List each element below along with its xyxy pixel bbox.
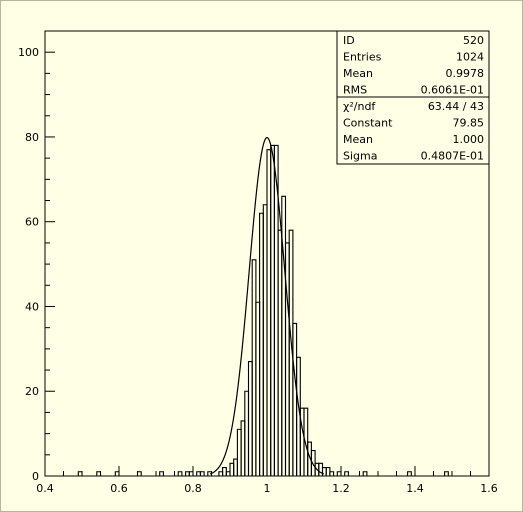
histogram-bin	[344, 471, 349, 476]
y-tick-label: 80	[25, 131, 39, 144]
histogram-bin	[444, 471, 449, 476]
stats-row-label: ID	[343, 34, 355, 47]
x-tick-label: 1	[264, 482, 271, 495]
histogram-bin	[229, 462, 235, 476]
fit-stats-row-label: Sigma	[343, 150, 377, 163]
histogram-bin	[236, 428, 242, 476]
histogram-bin	[325, 466, 331, 476]
y-tick-label: 20	[25, 385, 39, 398]
x-tick-label: 1.4	[406, 482, 424, 495]
fit-stats-row-value: 1.000	[453, 133, 485, 146]
histogram-bin	[240, 420, 246, 476]
x-tick-label: 0.6	[110, 482, 128, 495]
histogram-bin	[284, 242, 290, 476]
fit-stats-row-label: χ²/ndf	[343, 100, 376, 113]
stats-row-label: Entries	[343, 51, 382, 64]
x-tick-label: 1.2	[332, 482, 350, 495]
y-tick-label: 0	[32, 470, 39, 483]
histogram-bin	[199, 471, 205, 476]
histogram-bars	[77, 144, 449, 476]
histogram-bin	[185, 471, 190, 476]
histogram-bin	[292, 322, 298, 476]
histogram-bin	[225, 471, 231, 476]
histogram-bin	[96, 471, 102, 476]
histogram-bin	[114, 471, 120, 476]
fit-stats-row-label: Mean	[343, 133, 373, 146]
stats-row-value: 0.6061E-01	[421, 84, 484, 97]
histogram-bin	[244, 390, 250, 476]
y-tick-label: 40	[25, 300, 39, 313]
y-tick-label: 100	[18, 46, 39, 59]
x-tick-label: 0.8	[184, 482, 202, 495]
x-tick-label: 1.6	[480, 482, 498, 495]
stats-row-value: 1024	[456, 51, 484, 64]
histogram-bin	[262, 204, 268, 476]
stats-row-label: Mean	[343, 67, 373, 80]
fit-stats-row-value: 0.4807E-01	[421, 150, 484, 163]
x-tick-label: 0.4	[36, 482, 54, 495]
fit-stats-row-value: 63.44 / 43	[428, 100, 484, 113]
stats-row-value: 520	[463, 34, 484, 47]
histogram-bin	[277, 229, 283, 476]
histogram-bin	[266, 149, 272, 476]
histogram-bin	[329, 471, 335, 476]
stats-row-label: RMS	[343, 84, 367, 97]
histogram-bin	[188, 471, 194, 476]
histogram-bin	[222, 466, 227, 476]
histogram-bin	[336, 471, 342, 476]
histogram-bin	[321, 466, 327, 476]
histogram-bin	[318, 462, 324, 476]
histogram-bin	[218, 471, 224, 476]
fit-curve-group	[209, 136, 325, 475]
histogram-bin	[159, 471, 164, 476]
fit-stats-row-value: 79.85	[453, 117, 485, 130]
stats-row-value: 0.9978	[446, 67, 485, 80]
histogram-bin	[270, 144, 275, 476]
histogram-bin	[177, 471, 183, 476]
histogram-bin	[362, 471, 368, 476]
histogram-bin	[136, 471, 142, 476]
histogram-bin	[196, 471, 201, 476]
histogram-bin	[247, 361, 253, 476]
y-tick-label: 60	[25, 216, 39, 229]
histogram-bin	[255, 301, 261, 476]
histogram-bin	[259, 212, 264, 476]
histogram-bin	[251, 259, 257, 476]
gaussian-fit-curve	[209, 136, 325, 475]
histogram-bin	[407, 471, 412, 476]
fit-stats-row-label: Constant	[343, 117, 393, 130]
histogram-bin	[77, 471, 83, 476]
stats-box: ID 520 Entries 1024 Mean 0.9978 RMS 0.6061E-01 χ…	[336, 30, 490, 165]
histogram-bin	[233, 458, 238, 476]
